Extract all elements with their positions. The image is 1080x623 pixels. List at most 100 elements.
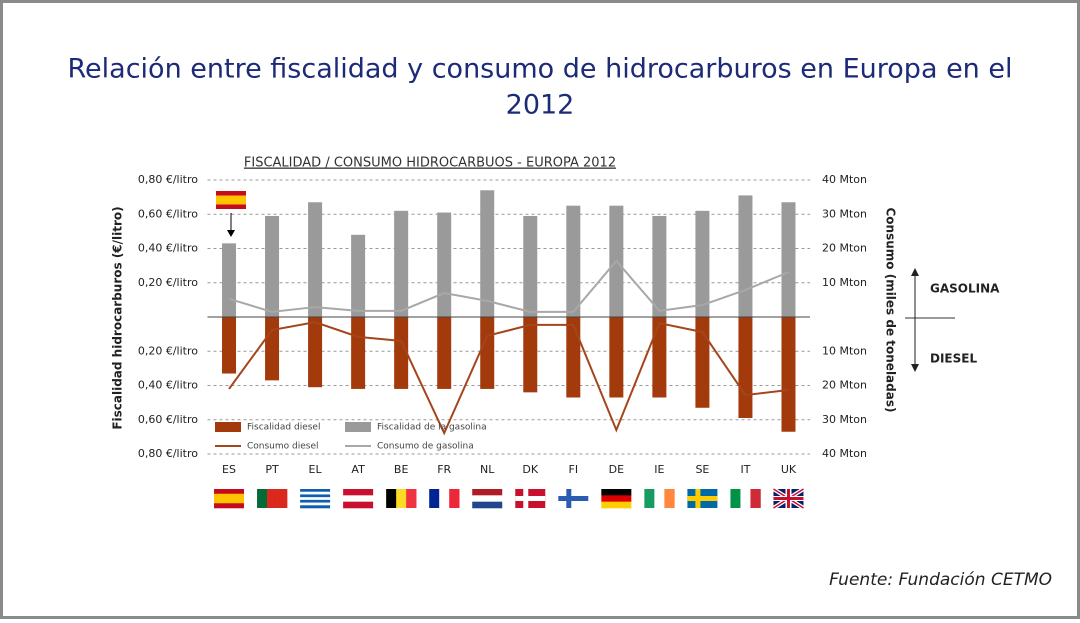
bar xyxy=(695,210,710,317)
flag xyxy=(515,489,546,508)
flag xyxy=(601,489,632,509)
x-tick-label: NL xyxy=(480,463,495,476)
legend-label: Fiscalidad de la gasolina xyxy=(377,423,487,433)
flag-stripe xyxy=(515,496,546,501)
flag-stripe xyxy=(300,497,331,501)
line xyxy=(228,321,789,436)
flag-stripe xyxy=(343,495,374,502)
source: Fuente: Fundación CETMO xyxy=(829,570,1052,590)
page-title: 2012 xyxy=(506,90,575,121)
bar xyxy=(480,190,495,317)
x-tick-label: FR xyxy=(437,463,451,476)
flag-stripe xyxy=(429,489,440,508)
bar xyxy=(394,210,409,317)
bar xyxy=(437,212,452,317)
flag-stripe xyxy=(257,489,268,508)
flag-stripe xyxy=(601,501,632,509)
bar xyxy=(437,317,452,389)
x-tick-label: EL xyxy=(309,463,323,476)
y2-tick-label: 20 Mton xyxy=(822,379,867,392)
x-tick-label: DE xyxy=(609,463,624,476)
flag xyxy=(300,489,331,509)
x-tick-label: DK xyxy=(522,463,538,476)
bar xyxy=(566,205,581,317)
flag xyxy=(687,489,718,508)
flag-stripe xyxy=(300,489,331,493)
bar xyxy=(222,317,237,374)
bar xyxy=(738,317,753,419)
y-tick-label: 0,40 €/litro xyxy=(138,379,198,392)
flag xyxy=(429,489,460,508)
flag-stripe xyxy=(300,491,331,495)
flag-stripe xyxy=(214,489,245,495)
bar xyxy=(351,317,366,389)
panel-label: GASOLINA xyxy=(930,282,1000,296)
flag-stripe xyxy=(730,489,741,508)
y-tick-label: 0,60 €/litro xyxy=(138,413,198,426)
flag-stripe xyxy=(654,489,665,508)
x-tick-label: AT xyxy=(351,463,365,476)
y2-tick-label: 10 Mton xyxy=(822,344,867,357)
flag-stripe xyxy=(472,489,503,496)
y-tick-label: 0,60 €/litro xyxy=(138,207,198,220)
x-tick-label: FI xyxy=(569,463,579,476)
line xyxy=(228,259,789,313)
flag xyxy=(730,489,761,508)
bar xyxy=(695,317,710,408)
bar xyxy=(394,317,409,389)
flag-stripe xyxy=(687,496,718,501)
flag-stripe xyxy=(300,494,331,498)
flag-stripe xyxy=(750,489,761,508)
flag-stripe xyxy=(449,489,460,508)
page-title: Relación entre fiscalidad y consumo de h… xyxy=(68,54,1013,85)
legend-swatch xyxy=(215,422,241,432)
y-tick-label: 0,80 €/litro xyxy=(138,447,198,460)
bar xyxy=(566,317,581,398)
bar xyxy=(351,234,366,317)
flag-stripe xyxy=(406,489,417,508)
x-tick-label: IE xyxy=(654,463,664,476)
flag xyxy=(257,489,288,508)
flag-stripe xyxy=(396,489,407,508)
y2-tick-label: 30 Mton xyxy=(822,207,867,220)
x-tick-label: BE xyxy=(394,463,409,476)
bar xyxy=(308,317,323,388)
flag-stripe xyxy=(300,502,331,506)
flag-stripe xyxy=(601,489,632,496)
flag-stripe xyxy=(214,503,245,509)
bar xyxy=(609,317,624,398)
y2-tick-label: 30 Mton xyxy=(822,413,867,426)
y2-tick-label: 20 Mton xyxy=(822,242,867,255)
flag xyxy=(386,489,417,508)
flag-stripe xyxy=(343,501,374,509)
y-tick-label: 0,40 €/litro xyxy=(138,242,198,255)
bar xyxy=(480,317,495,389)
flag xyxy=(472,489,503,509)
flag-stripe xyxy=(773,497,804,500)
y2-tick-label: 10 Mton xyxy=(822,276,867,289)
y2-tick-label: 40 Mton xyxy=(822,447,867,460)
flag-stripe xyxy=(740,489,751,508)
flag-stripe xyxy=(644,489,655,508)
flag-stripe xyxy=(214,493,245,499)
flag-stripe xyxy=(439,489,450,508)
legend-swatch xyxy=(345,422,371,432)
flag-stripe xyxy=(558,496,589,501)
y-tick-label: 0,20 €/litro xyxy=(138,276,198,289)
flag-stripe xyxy=(472,495,503,502)
flag-stripe xyxy=(601,495,632,502)
bar xyxy=(308,202,323,317)
bar xyxy=(781,202,796,317)
x-tick-label: IT xyxy=(740,463,750,476)
x-tick-label: PT xyxy=(265,463,279,476)
x-tick-label: UK xyxy=(781,463,797,476)
flag-stripe xyxy=(214,498,245,504)
flag-stripe xyxy=(300,499,331,503)
flag xyxy=(644,489,675,508)
flag-stripe xyxy=(277,489,288,508)
bar xyxy=(523,317,538,393)
chart-title: FISCALIDAD / CONSUMO HIDROCARBUOS - EURO… xyxy=(244,156,616,171)
legend-label: Consumo diesel xyxy=(247,442,319,452)
flag-stripe xyxy=(472,501,503,509)
